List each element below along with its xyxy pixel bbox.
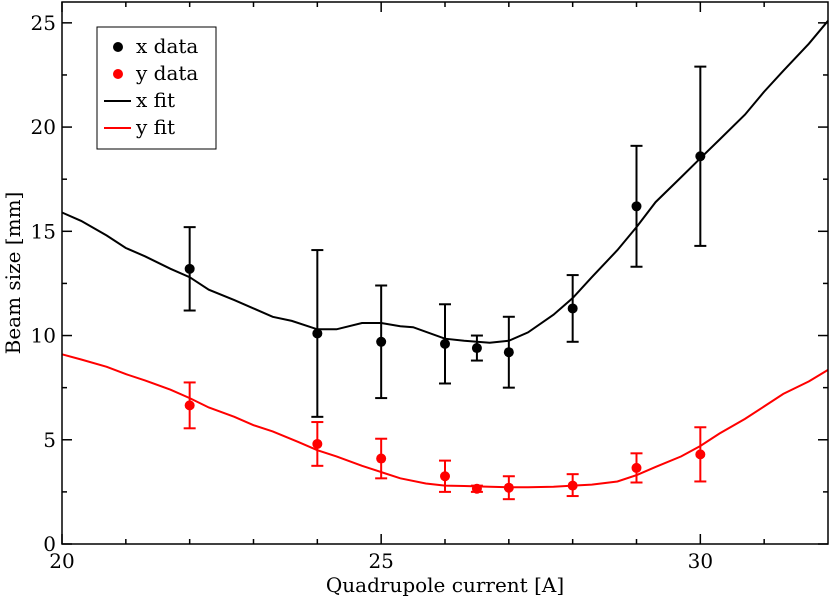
axis-tick-labels: 20 25 30 0 5 10 15 20 25 bbox=[31, 11, 714, 573]
y-tick-label: 0 bbox=[43, 532, 56, 556]
y-data-point bbox=[312, 438, 323, 449]
legend-label-y-fit: y fit bbox=[135, 115, 175, 139]
y-data-point bbox=[376, 453, 387, 464]
y-axis-label: Beam size [mm] bbox=[1, 192, 25, 355]
x-data-point bbox=[440, 338, 450, 349]
y-tick-label: 25 bbox=[31, 11, 56, 35]
x-data-point bbox=[631, 201, 642, 212]
x-data-point bbox=[471, 343, 482, 354]
x-data-point bbox=[503, 347, 514, 358]
y-data-point bbox=[440, 471, 450, 482]
axis-ticks bbox=[61, 2, 828, 545]
x-tick-label: 25 bbox=[368, 549, 393, 573]
x-tick-label: 30 bbox=[688, 549, 713, 573]
y-tick-label: 5 bbox=[43, 428, 56, 452]
y-tick-label: 20 bbox=[31, 115, 56, 139]
y-tick-label: 10 bbox=[31, 324, 56, 348]
data-points bbox=[184, 151, 706, 494]
legend-marker-y-data bbox=[113, 69, 123, 79]
x-data-point bbox=[567, 303, 578, 314]
y-data-point bbox=[184, 400, 195, 411]
legend: x data y data x fit y fit bbox=[96, 26, 217, 150]
legend-marker-x-data bbox=[113, 42, 123, 52]
y-tick-label: 15 bbox=[31, 219, 56, 243]
x-axis-label: Quadrupole current [A] bbox=[326, 573, 564, 597]
y-data-point bbox=[503, 482, 514, 493]
y-data-point bbox=[567, 480, 578, 491]
x-data-point bbox=[184, 263, 195, 274]
x-data-point bbox=[376, 336, 387, 347]
y-data-point bbox=[471, 483, 482, 494]
x-data-point bbox=[312, 328, 323, 339]
x-tick-label: 20 bbox=[49, 549, 74, 573]
y-data-point bbox=[631, 462, 642, 473]
y-data-point bbox=[695, 449, 706, 460]
x-data-point bbox=[695, 151, 706, 162]
error-bars bbox=[183, 65, 707, 501]
legend-label-x-data: x data bbox=[136, 34, 198, 58]
legend-label-y-data: y data bbox=[135, 61, 198, 85]
legend-label-x-fit: x fit bbox=[136, 88, 175, 112]
